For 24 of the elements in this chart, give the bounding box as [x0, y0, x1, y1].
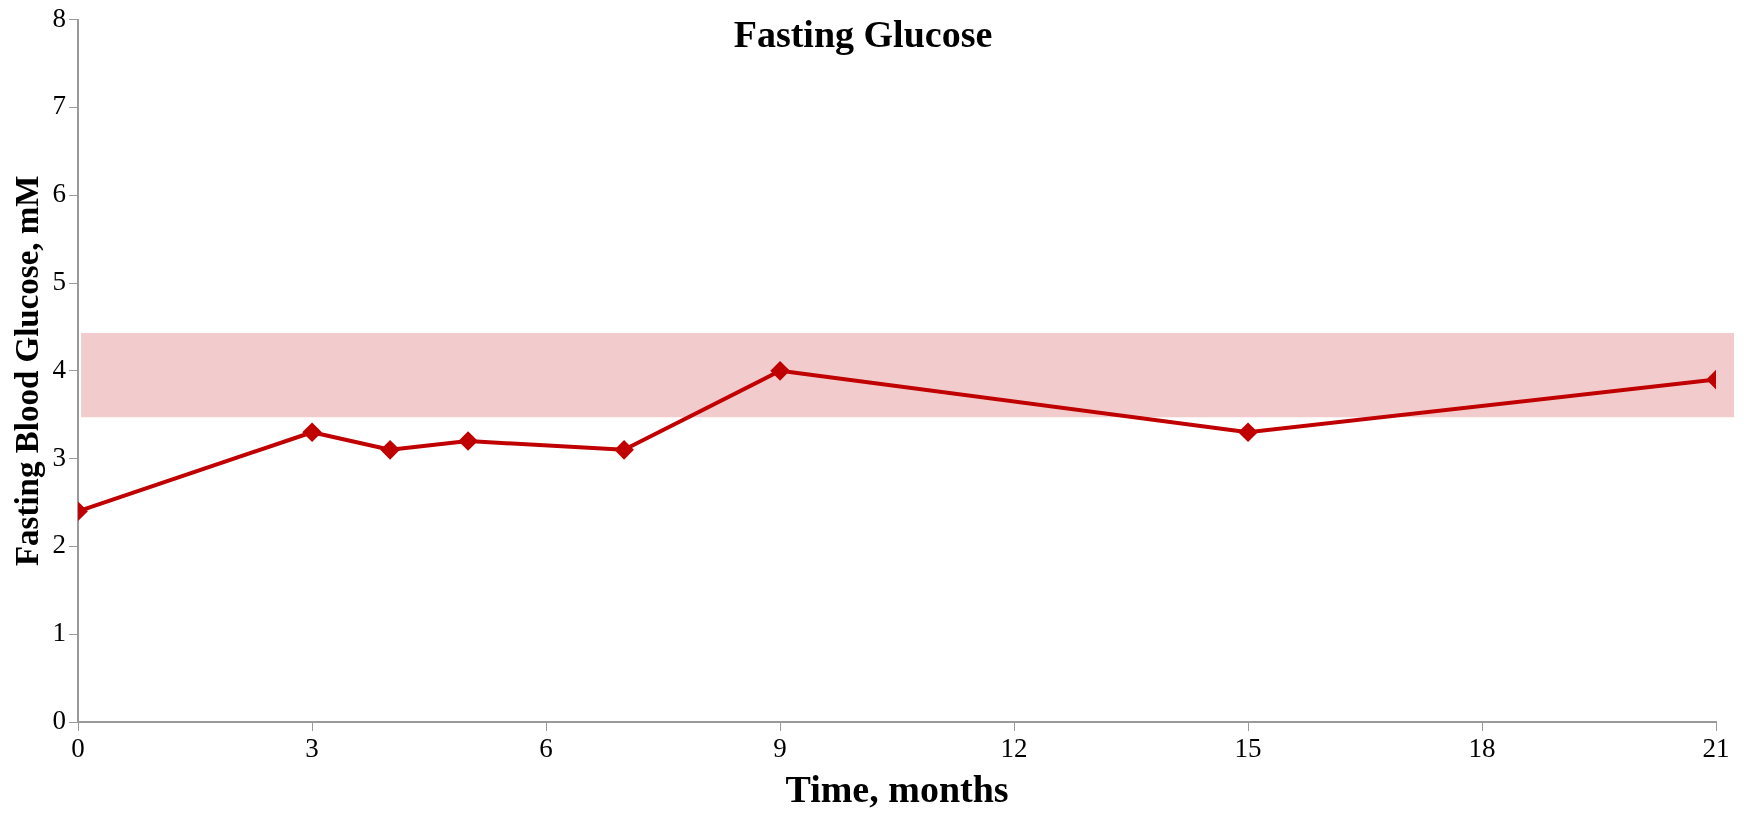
y-tick-label: 6	[52, 178, 67, 209]
y-tick-label: 3	[52, 441, 67, 472]
y-axis-title: Fasting Blood Glucose, mM	[9, 175, 46, 567]
point	[615, 440, 634, 459]
y-tick-label: 8	[52, 2, 67, 33]
y-tick-label: 7	[52, 90, 67, 121]
x-tick-label: 18	[1468, 733, 1496, 764]
point	[771, 361, 790, 380]
x-tick-label: 15	[1234, 733, 1262, 764]
x-tick-label: 12	[1000, 733, 1028, 764]
x-tick-label: 21	[1702, 733, 1730, 764]
point	[303, 423, 322, 442]
x-tick-label: 9	[773, 733, 787, 764]
y-tick-label: 5	[52, 266, 67, 297]
y-tick-label: 1	[52, 617, 67, 648]
point	[459, 432, 478, 451]
y-tick-label: 0	[52, 705, 67, 736]
x-tick-label: 3	[305, 733, 319, 764]
x-axis-title: Time, months	[785, 768, 1009, 811]
y-tick-label: 2	[52, 529, 67, 560]
x-tick-label: 6	[539, 733, 553, 764]
y-tick-label: 4	[52, 353, 67, 384]
chart-title: Fasting Glucose	[733, 12, 993, 55]
point	[381, 440, 400, 459]
